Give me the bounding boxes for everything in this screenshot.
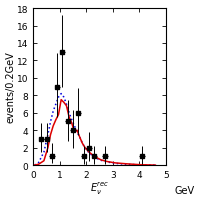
X-axis label: $E_{\nu}^{rec}$: $E_{\nu}^{rec}$: [90, 180, 109, 197]
Y-axis label: events/0.2GeV: events/0.2GeV: [6, 52, 16, 123]
Text: GeV: GeV: [174, 185, 194, 195]
